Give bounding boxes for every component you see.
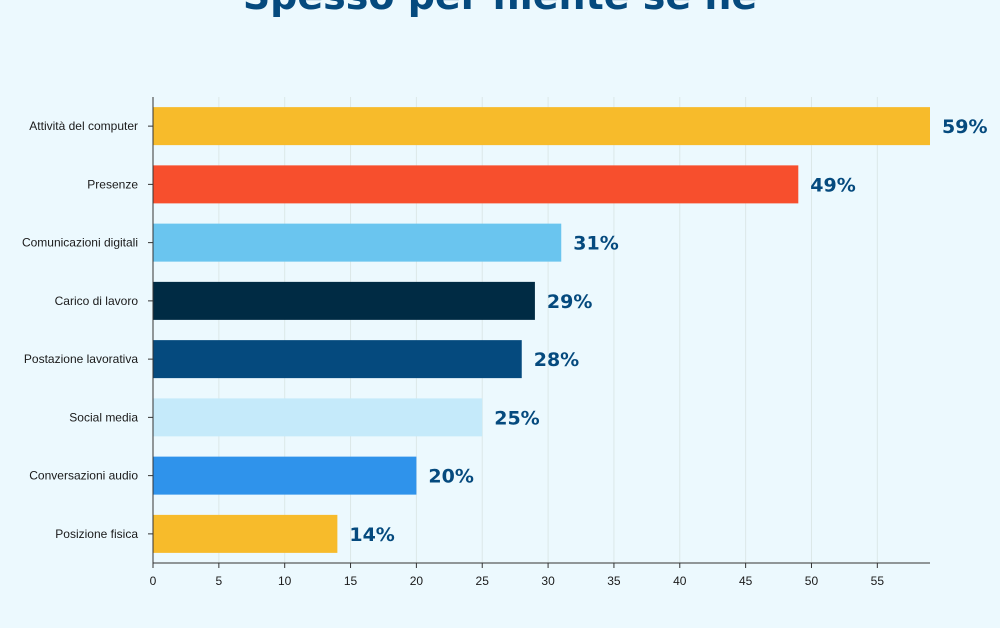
category-label: Presenze	[87, 177, 138, 191]
bar	[153, 514, 338, 553]
x-tick-label: 15	[344, 574, 358, 588]
bar	[153, 165, 799, 204]
value-label: 25%	[494, 407, 539, 429]
x-tick-label: 5	[216, 574, 223, 588]
bar	[153, 456, 417, 495]
value-label: 20%	[428, 466, 473, 488]
bar	[153, 398, 483, 437]
bar	[153, 281, 535, 320]
category-label: Comunicazioni digitali	[22, 236, 138, 250]
bar	[153, 223, 562, 262]
value-label: 29%	[547, 291, 592, 313]
category-label: Carico di lavoro	[55, 294, 139, 308]
value-label: 49%	[810, 174, 855, 196]
labels: 0 5 10 15 20 25 30 35 40 45 50 55 Attività del compu…	[22, 116, 988, 588]
bars	[153, 107, 930, 553]
x-tick-label: 45	[739, 574, 753, 588]
bar	[153, 107, 930, 146]
x-tick-label: 30	[541, 574, 555, 588]
category-label: Postazione lavorativa	[24, 352, 138, 366]
value-label: 31%	[573, 233, 618, 255]
category-label: Social media	[69, 410, 138, 424]
x-tick-label: 10	[278, 574, 292, 588]
category-label: Conversazioni audio	[29, 469, 138, 483]
x-tick-label: 20	[410, 574, 424, 588]
x-tick-label: 55	[871, 574, 885, 588]
x-tick-label: 25	[476, 574, 490, 588]
chart-title: Spesso per niente se ne	[0, 0, 1000, 18]
category-label: Posizione fisica	[55, 527, 138, 541]
value-label: 28%	[534, 349, 579, 371]
x-tick-label: 40	[673, 574, 687, 588]
bar	[153, 340, 522, 379]
axes	[148, 97, 930, 568]
x-tick-label: 50	[805, 574, 819, 588]
x-tick-label: 0	[150, 574, 157, 588]
value-label: 14%	[349, 524, 394, 546]
value-label: 59%	[942, 116, 987, 138]
category-label: Attività del computer	[29, 119, 138, 133]
x-tick-label: 35	[607, 574, 621, 588]
